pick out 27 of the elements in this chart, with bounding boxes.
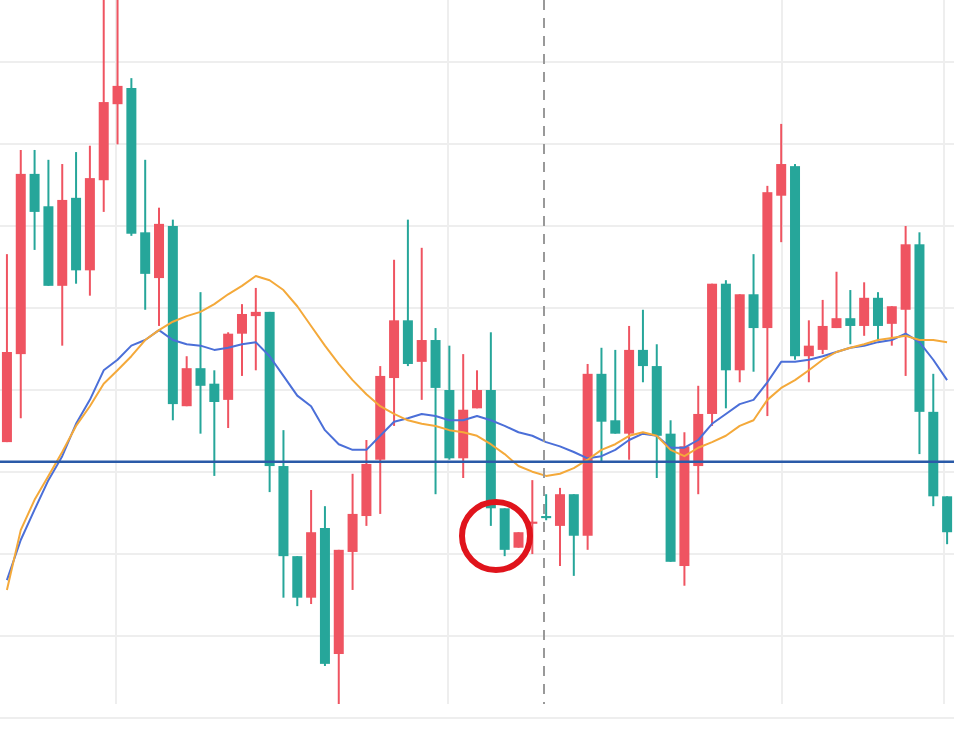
candlestick <box>250 286 261 372</box>
candlestick <box>942 495 953 546</box>
candlestick <box>292 555 303 608</box>
candlestick <box>416 246 427 401</box>
candlestick <box>845 289 856 346</box>
candlestick <box>568 493 579 577</box>
candlestick <box>817 298 828 356</box>
candlestick <box>803 319 814 384</box>
candlestick <box>472 369 483 410</box>
candlestick <box>430 327 441 496</box>
candlestick <box>499 507 510 558</box>
candlestick <box>140 158 151 311</box>
candlestick <box>554 486 565 568</box>
candlestick <box>776 122 787 244</box>
candlestick <box>236 303 247 377</box>
candlestick <box>402 218 413 368</box>
candlestick <box>596 346 607 463</box>
candlestick <box>831 270 842 330</box>
candlestick <box>610 348 621 435</box>
candlestick <box>181 355 192 408</box>
candlestick <box>541 493 552 522</box>
candlestick <box>872 291 883 342</box>
candlestick <box>112 0 123 146</box>
candlestick <box>637 308 648 384</box>
candlestick <box>859 281 870 337</box>
candlestick <box>748 253 759 373</box>
candlestick <box>886 305 897 347</box>
